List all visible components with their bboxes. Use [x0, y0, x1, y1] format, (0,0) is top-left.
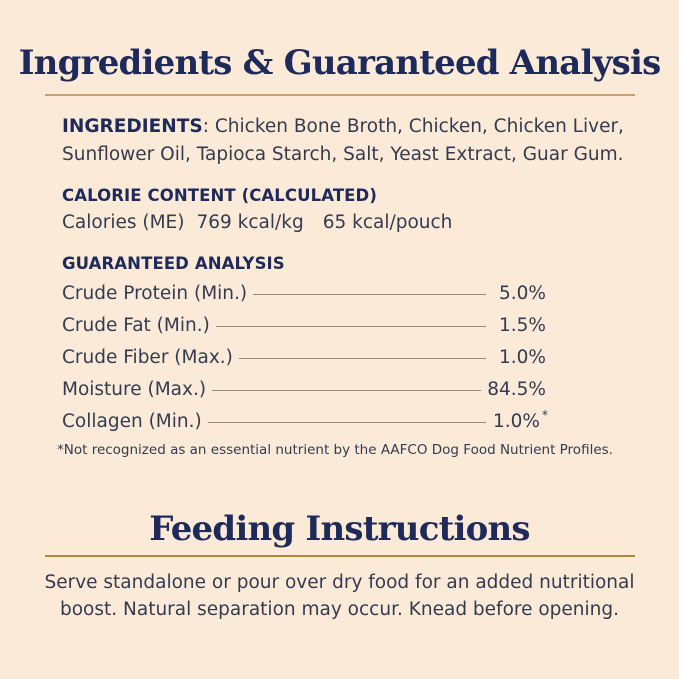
ingredients-line-1: INGREDIENTS: Chicken Bone Broth, Chicken… — [62, 113, 624, 141]
leader-line — [212, 389, 482, 392]
table-row: Crude Fat (Min.) 1.5% — [62, 309, 548, 341]
guaranteed-analysis-table: Crude Protein (Min.) 5.0% Crude Fat (Min… — [62, 277, 548, 437]
nutrient-label: Moisture (Max.) — [62, 378, 207, 400]
footnote-marker: * — [542, 408, 548, 423]
leader-line — [207, 421, 486, 424]
feeding-text-line-1: Serve standalone or pour over dry food f… — [44, 572, 635, 593]
calorie-content-values: Calories (ME) 769 kcal/kg 65 kcal/pouch — [62, 209, 623, 237]
table-row: Moisture (Max.) 84.5% — [62, 373, 548, 405]
calories-per-kg: 769 kcal/kg — [196, 212, 304, 233]
ingredients-text-1: : Chicken Bone Broth, Chicken, Chicken L… — [202, 116, 624, 137]
calorie-content-heading: CALORIE CONTENT (CALCULATED) — [62, 186, 377, 205]
table-row: Crude Fiber (Max.) 1.0% — [62, 341, 548, 373]
nutrient-value: 1.0% * — [493, 408, 548, 433]
table-row: Collagen (Min.) 1.0% * — [62, 405, 548, 437]
nutrient-label: Crude Protein (Min.) — [62, 282, 248, 304]
nutrient-label: Crude Fiber (Max.) — [62, 346, 233, 368]
guaranteed-analysis-heading: GUARANTEED ANALYSIS — [62, 254, 285, 273]
nutrient-value: 1.0% — [499, 347, 546, 369]
calories-label: Calories (ME) — [62, 212, 185, 233]
leader-line — [253, 293, 486, 296]
nutrient-label: Collagen (Min.) — [62, 410, 202, 432]
feeding-text-line-2: boost. Natural separation may occur. Kne… — [59, 599, 620, 620]
ingredients-line-2: Sunflower Oil, Tapioca Starch, Salt, Yea… — [62, 144, 624, 165]
calories-per-pouch: 65 kcal/pouch — [322, 212, 453, 233]
feeding-divider-line — [44, 555, 635, 557]
nutrient-value: 5.0% — [499, 283, 546, 305]
ingredients-paragraph: INGREDIENTS: Chicken Bone Broth, Chicken… — [62, 113, 624, 169]
table-row: Crude Protein (Min.) 5.0% — [62, 277, 548, 309]
ingredients-label: INGREDIENTS — [62, 116, 203, 137]
nutrient-value: 84.5% — [487, 379, 546, 401]
nutrient-value: 1.5% — [499, 315, 546, 337]
title-divider-line — [44, 94, 635, 96]
leader-line — [215, 325, 486, 328]
aafco-footnote: *Not recognized as an essential nutrient… — [57, 442, 613, 458]
nutrient-label: Crude Fat (Min.) — [62, 314, 210, 336]
leader-line — [238, 357, 486, 360]
feeding-instructions-text: Serve standalone or pour over dry food f… — [0, 569, 679, 623]
ingredients-analysis-title: Ingredients & Guaranteed Analysis — [18, 43, 662, 83]
feeding-instructions-title: Feeding Instructions — [149, 509, 530, 549]
